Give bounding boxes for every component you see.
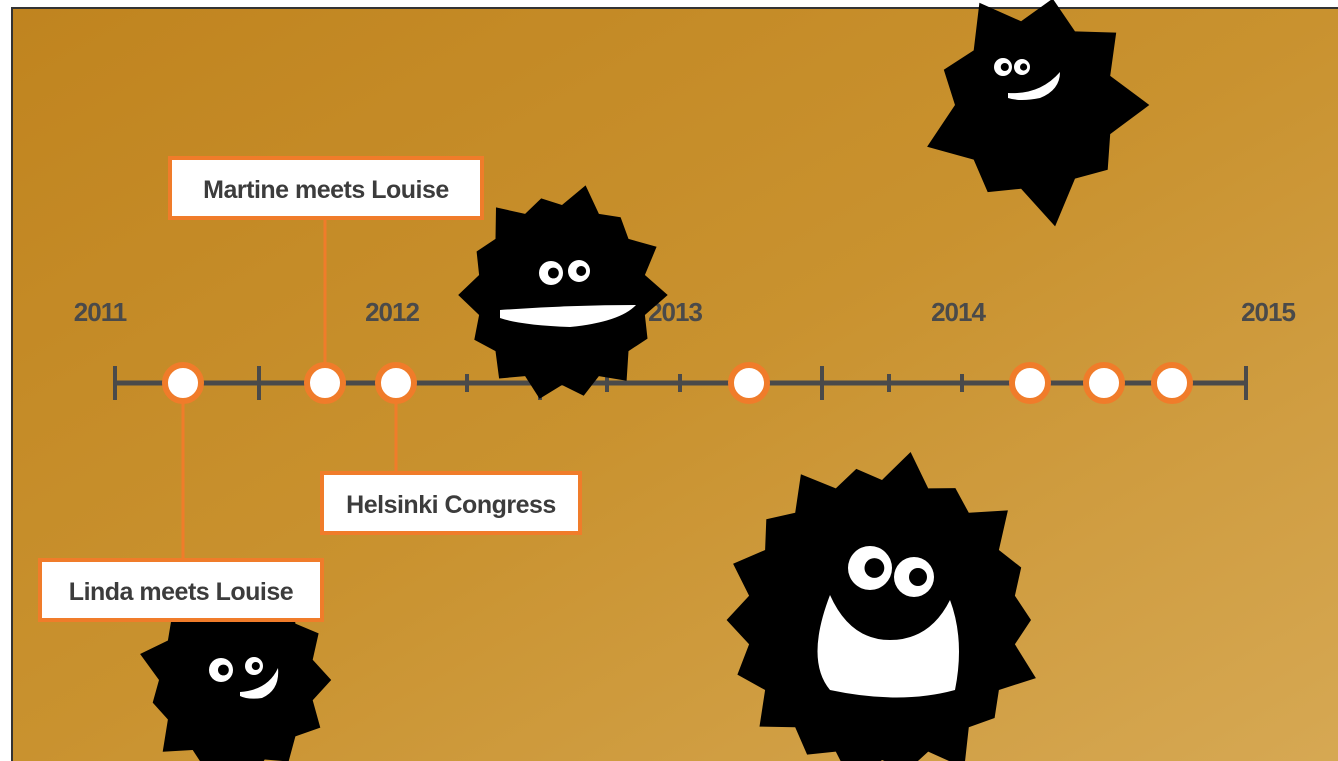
monster-pupil [218,665,229,676]
year-label: 2015 [1241,297,1295,327]
event-dot [165,365,201,401]
event-dot [378,365,414,401]
event-dot [307,365,343,401]
page: 20112012201320142015 Martine meets Louis… [0,0,1338,761]
monster-pupil [252,662,260,670]
monster-pupil [1001,63,1009,71]
event-dot [1086,365,1122,401]
year-label: 2011 [74,297,127,327]
event-label: Helsinki Congress [346,491,556,519]
event-dot [1154,365,1190,401]
year-label: 2014 [931,297,986,327]
event-dot [1012,365,1048,401]
year-label: 2012 [365,297,419,327]
monster-pupil [548,268,559,279]
event-dot [731,365,767,401]
monster-pupil [865,558,885,578]
slide: 20112012201320142015 Martine meets Louis… [0,0,1338,761]
event-label: Martine meets Louise [203,176,449,204]
event-label: Linda meets Louise [69,578,294,606]
monster-pupil [909,568,927,586]
monster-pupil [1020,63,1027,70]
monster-pupil [576,266,586,276]
